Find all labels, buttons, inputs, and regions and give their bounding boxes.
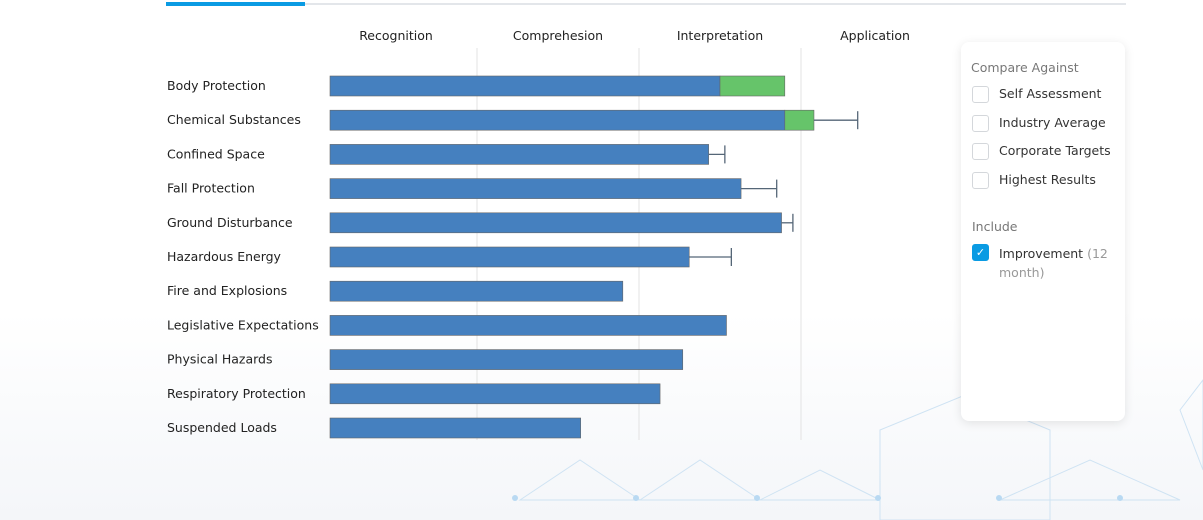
level-label: Application — [840, 28, 910, 43]
category-label: Chemical Substances — [167, 112, 301, 127]
level-label: Comprehesion — [513, 28, 603, 43]
checkbox[interactable] — [972, 114, 989, 132]
improvement-checkbox[interactable]: ✓ — [972, 244, 989, 261]
score-bar[interactable] — [329, 109, 786, 131]
score-bar[interactable] — [329, 75, 721, 97]
improvement-bar[interactable] — [784, 109, 815, 131]
compare-option-industry-average[interactable]: Industry Average — [972, 114, 1106, 132]
include-heading: Include — [972, 219, 1018, 234]
category-label: Ground Disturbance — [167, 215, 293, 230]
checkbox[interactable] — [972, 171, 989, 189]
category-label: Fall Protection — [167, 181, 255, 196]
competency-bar-chart: Recognition Comprehesion Interpretation App… — [167, 28, 910, 440]
level-label: Recognition — [359, 28, 433, 43]
category-label: Body Protection — [167, 78, 266, 93]
tab-bar-track — [166, 3, 1126, 5]
include-improvement-option[interactable]: ✓ Improvement (12 month) — [972, 244, 1119, 282]
score-bar[interactable] — [329, 349, 684, 370]
category-label: Hazardous Energy — [167, 249, 282, 264]
options-panel: Compare Against Self Assessment Industry … — [961, 42, 1125, 421]
category-label: Confined Space — [167, 146, 265, 161]
improvement-period-cont: month) — [999, 265, 1045, 280]
improvement-bar[interactable] — [719, 75, 786, 97]
level-label: Interpretation — [677, 28, 763, 43]
category-label: Respiratory Protection — [167, 386, 306, 401]
category-label: Fire and Explosions — [167, 283, 287, 298]
category-label: Legislative Expectations — [167, 317, 319, 332]
score-bar[interactable] — [329, 315, 727, 336]
category-label: Suspended Loads — [167, 420, 277, 435]
option-label: Corporate Targets — [999, 143, 1111, 158]
option-label: Highest Results — [999, 171, 1096, 187]
improvement-label: Improvement — [999, 246, 1084, 261]
score-bar[interactable] — [329, 383, 661, 405]
checkbox[interactable] — [972, 143, 989, 160]
option-label: Self Assessment — [999, 86, 1102, 101]
score-bar[interactable] — [329, 246, 690, 268]
improvement-period: (12 — [1087, 246, 1108, 261]
compare-against-heading: Compare Against — [971, 60, 1079, 75]
compare-option-corporate-targets[interactable]: Corporate Targets — [972, 143, 1111, 160]
score-bar[interactable] — [329, 212, 782, 234]
score-bar[interactable] — [329, 144, 709, 165]
score-bar[interactable] — [329, 178, 742, 199]
score-bar[interactable] — [329, 280, 624, 302]
tab-active-indicator[interactable] — [166, 2, 305, 6]
compare-option-self-assessment[interactable]: Self Assessment — [972, 86, 1101, 103]
checkbox[interactable] — [972, 86, 989, 103]
option-label: Industry Average — [999, 114, 1106, 130]
category-label: Physical Hazards — [167, 352, 272, 367]
compare-option-highest-results[interactable]: Highest Results — [972, 171, 1096, 189]
score-bar[interactable] — [329, 417, 581, 439]
